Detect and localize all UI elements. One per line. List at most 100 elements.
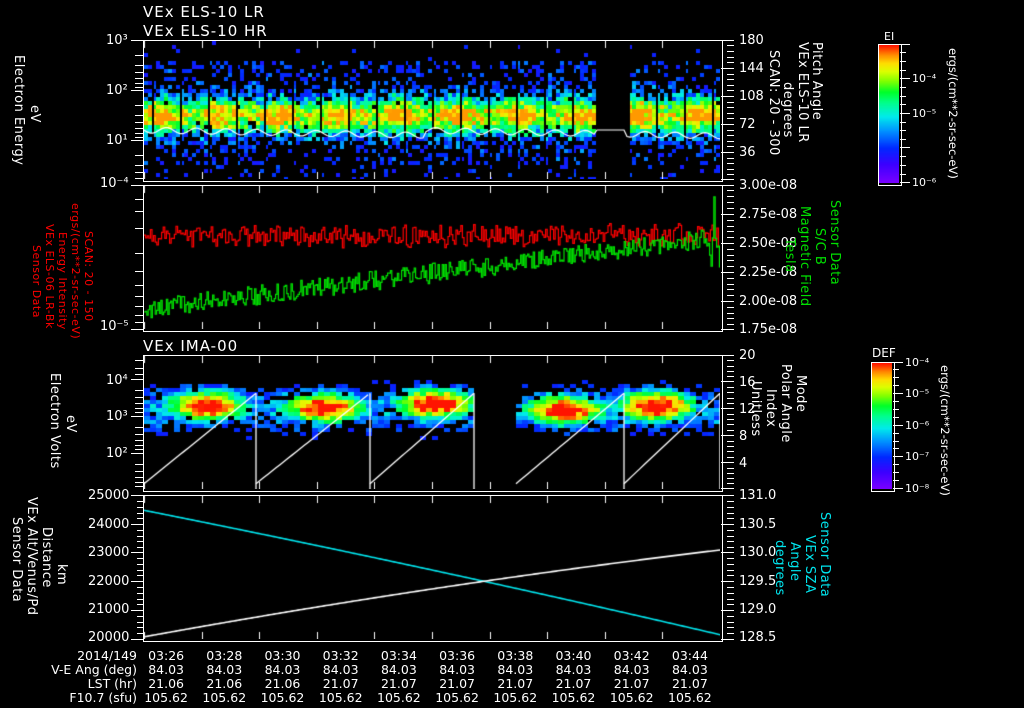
- panel4-right-tick-0: 131.0: [739, 488, 777, 503]
- panel2-left-l3: Energy Intensity: [56, 232, 69, 330]
- panel3-left-ticks: [131, 360, 143, 487]
- panel4-left-l2: VEx Alt/Venus/Pd: [24, 497, 39, 616]
- colorbar-ei-tick-1: 10⁻⁵: [912, 107, 937, 120]
- footer-cell-r3-c6: 105.62: [493, 690, 538, 705]
- footer-cell-r0-c4: 03:34: [380, 648, 417, 663]
- panel2-right-tick-4: 2.00e-08: [739, 294, 798, 309]
- colorbar-def-ticks: [893, 362, 903, 489]
- panel1-plot-area[interactable]: [143, 40, 723, 182]
- panel2-left-ticks: [131, 185, 143, 330]
- panel1-right-axis-scan: SCAN: 20 - 300: [766, 50, 781, 156]
- panel4-right-l3: Angle: [787, 542, 802, 582]
- colorbar-ei-unit: ergs/(cm**2-sr-sec-eV): [946, 48, 960, 179]
- footer-cell-r2-c6: 21.07: [497, 676, 534, 691]
- panel4-left-l4: km: [54, 564, 69, 586]
- panel2-left-l5: SCAN: 20 - 150: [82, 231, 95, 322]
- footer-cell-r3-c8: 105.62: [609, 690, 654, 705]
- footer-cell-r2-c8: 21.07: [613, 676, 650, 691]
- panel1-right-tick-72: 72: [739, 117, 756, 132]
- colorbar-ei-tick-0: 10⁻⁴: [912, 72, 937, 85]
- panel2-right-tick-1: 2.75e-08: [739, 207, 798, 222]
- footer-cell-r2-c1: 21.06: [206, 676, 243, 691]
- footer-cell-r2-c7: 21.07: [555, 676, 592, 691]
- panel3-right-axis-unit: Unitless: [748, 381, 763, 437]
- footer-cell-r3-c2: 105.62: [260, 690, 305, 705]
- colorbar-def-tick-0: 10⁻⁴: [905, 356, 930, 369]
- panel4-left-ticks: [131, 495, 143, 640]
- panel3-plot-area[interactable]: [143, 355, 723, 492]
- colorbar-def-tick-4: 10⁻⁸: [905, 482, 930, 495]
- panel2-right-tick-3: 2.25e-08: [739, 265, 798, 280]
- panel4-right-l2: VEx SZA: [802, 535, 817, 594]
- panel1-ytick-2: 10²: [106, 83, 128, 98]
- footer-cell-r1-c9: 84.03: [671, 662, 708, 677]
- panel4-ytick-4: 21000: [88, 602, 130, 617]
- colorbar-def-tick-2: 10⁻⁶: [905, 419, 930, 432]
- panel1-right-tick-108: 108: [739, 89, 764, 104]
- footer-cell-r0-c7: 03:40: [555, 648, 592, 663]
- panel4-left-l3: Distance: [39, 527, 54, 588]
- panel1-ytick-3: 10³: [106, 33, 128, 48]
- footer-cell-r1-c6: 84.03: [497, 662, 534, 677]
- footer-cell-r3-c9: 105.62: [668, 690, 712, 705]
- footer-cell-r1-c2: 84.03: [264, 662, 301, 677]
- footer-cell-r1-c7: 84.03: [555, 662, 592, 677]
- panel1-right-ticks: [721, 40, 734, 180]
- panel1-title-sub: VEx ELS-10 HR: [143, 22, 268, 40]
- panel4-right-l1: Sensor Data: [817, 512, 832, 598]
- panel2-ytick-1: 10⁻⁵: [100, 319, 129, 334]
- panel2-right-tick-0: 3.00e-08: [739, 178, 798, 193]
- footer-cell-r0-c1: 03:28: [206, 648, 243, 663]
- footer-cell-r0-c6: 03:38: [497, 648, 534, 663]
- colorbar-ei-ticks: [900, 44, 910, 183]
- panel3-right-tick-3: 8: [739, 429, 748, 444]
- panel2-right-tick-5: 1.75e-08: [739, 322, 798, 337]
- panel4-plot-area[interactable]: [143, 495, 723, 642]
- panel2-ytick-0: 10⁻⁴: [100, 176, 129, 191]
- colorbar-def: [871, 362, 895, 492]
- panel1-right-tick-180: 180: [739, 33, 764, 48]
- colorbar-def-title: DEF: [872, 346, 896, 360]
- panel1-left-ticks: [131, 40, 143, 179]
- panel1-title-top: VEx ELS-10 LR: [143, 3, 265, 21]
- footer-cell-r0-c5: 03:36: [439, 648, 476, 663]
- panel1-left-axis-label: Electron Energy: [11, 55, 26, 166]
- footer-cell-r3-c7: 105.62: [551, 690, 596, 705]
- panel1-left-axis-unit: eV: [27, 105, 42, 123]
- panel4-left-l1: Sensor Data: [9, 517, 24, 603]
- panel4-right-tick-1: 130.5: [739, 517, 777, 532]
- footer-row-label-2: LST (hr): [87, 676, 137, 691]
- footer-cell-r3-c1: 105.62: [202, 690, 247, 705]
- panel2-left-l2: VEx ELS-06 LR-Bk: [43, 224, 56, 329]
- panel1-ytick-1: 10¹: [106, 133, 128, 148]
- panel2-plot-area[interactable]: [143, 185, 723, 332]
- footer-cell-r3-c3: 105.62: [318, 690, 363, 705]
- colorbar-def-tick-1: 10⁻⁵: [905, 387, 930, 400]
- panel3-left-axis-unit: eV: [63, 415, 78, 433]
- footer-row-label-0: 2014/149: [77, 648, 137, 663]
- panel4-right-tick-4: 129.0: [739, 602, 777, 617]
- panel4-ytick-2: 23000: [88, 545, 130, 560]
- panel1-right-axis-unit: degrees: [780, 82, 795, 138]
- panel4-right-tick-5: 128.5: [739, 630, 777, 645]
- panel3-right-tick-4: 4: [739, 456, 748, 471]
- footer-cell-r1-c0: 84.03: [148, 662, 184, 677]
- panel3-ytick-2: 10²: [106, 446, 128, 461]
- panel3-right-tick-1: 16: [739, 375, 756, 390]
- footer-cell-r1-c4: 84.03: [380, 662, 417, 677]
- colorbar-ei-tick-2: 10⁻⁶: [912, 176, 937, 189]
- panel2-left-l1: Sensor Data: [30, 245, 43, 318]
- panel4-right-tick-2: 130.0: [739, 545, 777, 560]
- footer-cell-r2-c0: 21.06: [148, 676, 184, 691]
- panel4-ytick-5: 20000: [88, 630, 130, 645]
- panel1-right-tick-36: 36: [739, 145, 756, 160]
- panel3-ytick-0: 10⁴: [106, 373, 128, 388]
- footer-cell-r3-c0: 105.62: [144, 690, 188, 705]
- panel3-right-axis-label: Mode: [793, 375, 808, 413]
- panel2-right-ticks: [721, 185, 734, 330]
- panel2-right-l1: Sensor Data: [827, 200, 842, 286]
- panel3-right-tick-0: 20: [739, 348, 756, 363]
- panel3-left-axis-label: Electron Volts: [47, 373, 62, 469]
- footer-cell-r2-c3: 21.07: [322, 676, 359, 691]
- footer-cell-r2-c2: 21.06: [264, 676, 301, 691]
